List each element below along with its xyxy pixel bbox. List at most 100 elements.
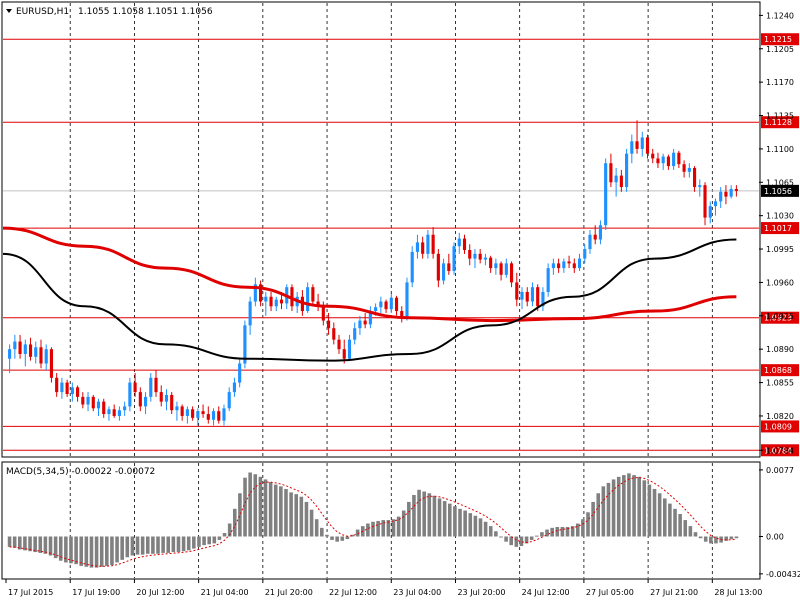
moving-averages <box>2 226 737 362</box>
macd-bar <box>217 536 222 540</box>
candle-body <box>509 263 514 283</box>
macd-bar <box>197 536 201 547</box>
macd-bar <box>330 536 334 540</box>
macd-bar <box>166 536 171 553</box>
macd-bar <box>504 536 508 542</box>
candle-body <box>431 234 435 254</box>
macd-bar <box>23 536 27 551</box>
y-tick-label: 1.0890 <box>766 345 794 354</box>
macd-bar <box>391 519 396 537</box>
macd-bar <box>637 476 641 537</box>
macd-bar <box>575 523 580 537</box>
candle-body <box>222 408 226 421</box>
macd-bar <box>652 488 657 537</box>
candle-body <box>96 401 101 409</box>
candle-body <box>217 411 221 421</box>
macd-bar <box>432 495 437 537</box>
candle-body <box>379 301 383 308</box>
candle-body <box>316 301 320 307</box>
level-price-label: 1.0868 <box>764 366 792 375</box>
candle-body <box>49 349 54 378</box>
macd-bar <box>442 501 447 537</box>
x-tick-label: 28 Jul 13:00 <box>714 588 762 597</box>
y-tick-label: 1.1100 <box>766 145 794 154</box>
candle-body <box>452 246 456 271</box>
macd-bar <box>238 493 242 537</box>
candle-body <box>410 251 414 283</box>
candle-body <box>436 253 440 281</box>
candle-body <box>232 382 237 393</box>
ohlc-header: 1.1055 1.1058 1.1051 1.1056 <box>78 7 213 17</box>
candle-body <box>598 225 603 240</box>
candle-body <box>206 414 210 420</box>
macd-bar <box>555 526 560 537</box>
macd-bar <box>156 536 160 554</box>
macd-bar <box>325 534 329 537</box>
macd-bar <box>140 536 145 555</box>
candle-body <box>630 141 634 154</box>
candle-body <box>60 382 64 393</box>
macd-bar <box>427 493 432 537</box>
macd-bar <box>227 523 232 537</box>
macd-bar <box>668 503 672 537</box>
macd-bar <box>232 508 237 537</box>
macd-bar <box>581 519 585 537</box>
macd-bar <box>151 536 155 554</box>
macd-bar <box>176 536 181 553</box>
candle-body <box>154 377 158 393</box>
macd-bar <box>642 480 647 537</box>
candle-body <box>478 253 482 260</box>
macd-bar <box>596 493 601 537</box>
candle-body <box>567 261 571 264</box>
candle-body <box>421 242 425 254</box>
y-tick-label: 1.1170 <box>766 78 794 87</box>
candle-body <box>609 163 613 183</box>
candle-body <box>159 392 163 402</box>
candle-body <box>123 406 127 411</box>
macd-bar <box>463 510 467 537</box>
macd-bar <box>647 484 652 537</box>
candle-body <box>279 299 284 304</box>
candle-body <box>562 261 566 269</box>
macd-bar <box>499 536 503 538</box>
macd-bar <box>84 536 89 567</box>
candle-body <box>525 291 529 302</box>
level-price-label: 1.0784 <box>764 446 792 455</box>
y-tick-label: 1.1240 <box>766 11 794 20</box>
candle-body <box>588 234 592 250</box>
macd-bar <box>115 536 119 563</box>
candles <box>8 120 738 426</box>
candle-body <box>164 394 169 402</box>
macd-bar <box>591 501 595 537</box>
candle-body <box>557 263 561 269</box>
moving-average-black <box>2 238 737 362</box>
macd-y-tick-label: -0.00432 <box>766 570 800 579</box>
macd-bar <box>253 474 258 537</box>
macd-bar <box>355 529 360 537</box>
x-tick-label: 23 Jul 04:00 <box>393 588 441 597</box>
candle-body <box>86 396 90 405</box>
macd-bar <box>263 479 268 537</box>
level-price-tag <box>761 33 799 46</box>
macd-bar <box>64 536 68 563</box>
macd-bar <box>703 536 708 542</box>
candle-body <box>23 344 27 354</box>
level-price-tag <box>761 311 799 324</box>
macd-bar <box>273 484 278 537</box>
candle-body <box>635 141 639 149</box>
macd-bar <box>622 475 626 537</box>
macd-bar <box>453 506 457 537</box>
candle-body <box>536 287 540 307</box>
candle-body <box>143 396 148 407</box>
dropdown-triangle-icon[interactable] <box>6 9 12 13</box>
macd-bar <box>7 536 12 547</box>
candle-body <box>640 137 644 149</box>
macd-bar <box>53 536 58 559</box>
macd-bar <box>616 476 621 537</box>
candle-body <box>342 349 346 359</box>
macd-bar <box>540 532 544 537</box>
macd-bar <box>248 472 252 537</box>
y-tick-label: 1.1065 <box>766 178 794 187</box>
candle-body <box>44 349 48 364</box>
macd-signal-line <box>9 476 737 567</box>
